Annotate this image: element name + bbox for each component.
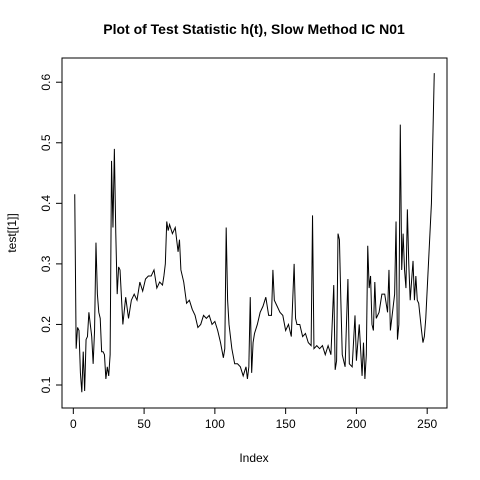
x-tick-label: 100 xyxy=(205,417,225,431)
x-tick-label: 0 xyxy=(70,417,77,431)
y-tick-label: 0.6 xyxy=(39,74,53,91)
x-axis-label: Index xyxy=(239,451,268,465)
x-tick-label: 200 xyxy=(346,417,366,431)
y-tick-label: 0.5 xyxy=(39,134,53,151)
data-line xyxy=(74,73,435,393)
y-axis-label: test[[1]] xyxy=(5,213,19,252)
x-tick-label: 150 xyxy=(276,417,296,431)
x-tick-label: 250 xyxy=(417,417,437,431)
y-tick-label: 0.4 xyxy=(39,195,53,212)
plot-box xyxy=(61,57,448,409)
y-tick-label: 0.2 xyxy=(39,316,53,333)
x-tick-label: 50 xyxy=(137,417,151,431)
chart-title: Plot of Test Statistic h(t), Slow Method… xyxy=(103,21,405,37)
y-tick-label: 0.1 xyxy=(39,376,53,393)
y-tick-label: 0.3 xyxy=(39,255,53,272)
